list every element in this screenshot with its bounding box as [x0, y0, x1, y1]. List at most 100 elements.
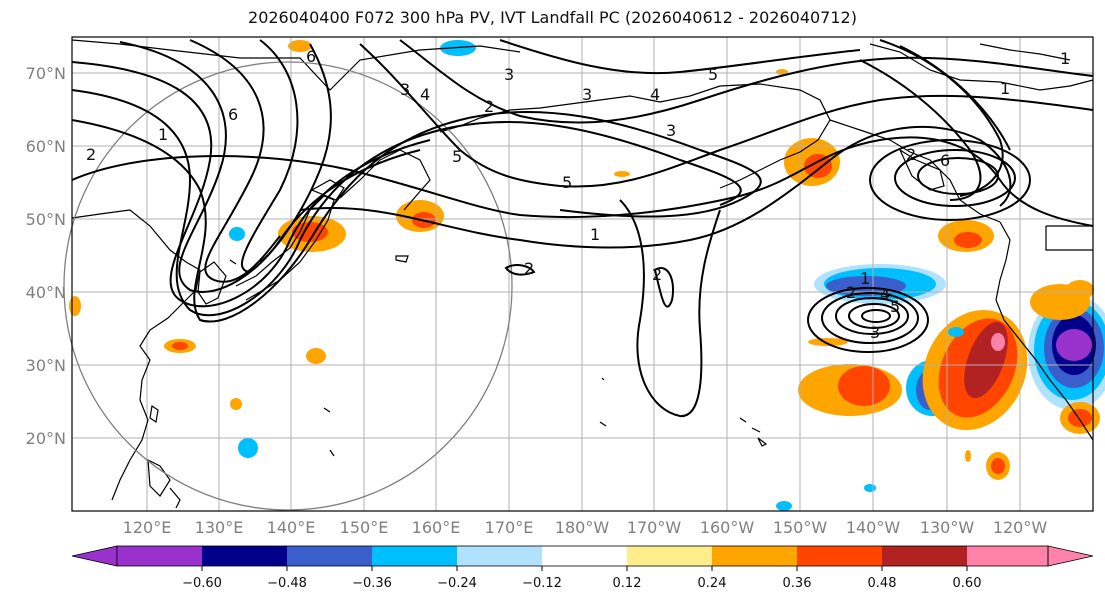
- contour-label: 3: [400, 80, 410, 99]
- colorbar-tick-label: −0.60: [182, 576, 222, 591]
- contour-label: 2: [86, 145, 96, 164]
- pv-contours: [71, 39, 1094, 418]
- lon-label: 120°E: [123, 518, 172, 537]
- lat-label: 50°N: [26, 210, 66, 229]
- contour-label: 4: [880, 285, 890, 304]
- contour-label: 5: [708, 65, 718, 84]
- ivt-blob: [776, 501, 792, 511]
- colorbar-segment: [882, 546, 967, 566]
- ivt-blob: [229, 227, 245, 241]
- contour-label: 1: [860, 269, 870, 288]
- graticule: [72, 37, 1093, 511]
- ivt-blob: [1068, 409, 1092, 427]
- ivt-blob: [838, 366, 890, 406]
- contour-label: 4: [420, 85, 430, 104]
- contour-label: 2: [906, 145, 916, 164]
- ivt-blob: [306, 348, 326, 364]
- colorbar-extend-min: [71, 545, 118, 567]
- colorbar-segment: [967, 546, 1048, 566]
- lon-label: 150°E: [340, 518, 389, 537]
- lon-label: 130°W: [920, 518, 975, 537]
- colorbar-segment: [372, 546, 457, 566]
- ivt-blob: [288, 40, 312, 52]
- ivt-blob: [991, 458, 1005, 474]
- ivt-blob: [230, 398, 242, 410]
- colorbar-segment: [202, 546, 287, 566]
- lon-label: 160°W: [700, 518, 755, 537]
- ivt-blob: [1066, 280, 1094, 300]
- colorbar-tick-label: 0.36: [783, 576, 812, 591]
- colorbar-ticks: [201, 566, 968, 571]
- lat-label: 20°N: [26, 429, 66, 448]
- contour-label-group: 6 1 2 3 4 5 6 2 3 4 3 5 1 2 2 1 5 6 1 2 …: [86, 47, 1070, 342]
- lat-label: 60°N: [26, 137, 66, 156]
- ivt-blob: [864, 484, 876, 492]
- contour-label: 1: [590, 225, 600, 244]
- contour-label: 6: [306, 47, 316, 66]
- contour-label: 3: [666, 121, 676, 140]
- lon-label: 130°E: [195, 518, 244, 537]
- contour-label: 2: [652, 265, 662, 284]
- colorbar: −0.60 −0.48 −0.36 −0.24 −0.12 0.12 0.24 …: [71, 545, 1094, 591]
- colorbar-segment: [542, 546, 627, 566]
- colorbar-tick-label: 0.60: [953, 576, 982, 591]
- colorbar-tick-label: 0.48: [868, 576, 897, 591]
- ivt-blob: [69, 296, 81, 316]
- colorbar-segment: [457, 546, 542, 566]
- ivt-blob: [238, 438, 258, 458]
- colorbar-tick-label: −0.36: [352, 576, 392, 591]
- ivt-blob: [804, 154, 832, 178]
- colorbar-segment: [797, 546, 882, 566]
- contour-label: 4: [650, 85, 660, 104]
- contour-label: 5: [890, 297, 900, 316]
- colorbar-segment: [712, 546, 797, 566]
- contour-label: 1: [1060, 49, 1070, 68]
- lat-label: 40°N: [26, 283, 66, 302]
- map-title: 2026040400 F072 300 hPa PV, IVT Landfall…: [248, 8, 857, 27]
- lon-labels: 120°E 130°E 140°E 150°E 160°E 170°E 180°…: [123, 518, 1048, 537]
- colorbar-tick-label: −0.24: [437, 576, 477, 591]
- lat-label: 30°N: [26, 356, 66, 375]
- colorbar-segment: [627, 546, 712, 566]
- map-frame: [71, 36, 1094, 512]
- lat-labels: 70°N 60°N 50°N 40°N 30°N 20°N: [26, 64, 66, 448]
- lon-label: 170°W: [627, 518, 682, 537]
- colorbar-tick-label: 0.12: [613, 576, 642, 591]
- contour-label: 2: [846, 283, 856, 302]
- lon-label: 150°W: [773, 518, 828, 537]
- ivt-blob: [614, 171, 630, 177]
- lon-label: 180°W: [555, 518, 610, 537]
- contour-label: 1: [1000, 79, 1010, 98]
- colorbar-segment: [117, 546, 202, 566]
- lon-label: 170°E: [485, 518, 534, 537]
- contour-label: 6: [940, 151, 950, 170]
- colorbar-extend-max: [1047, 545, 1094, 567]
- colorbar-outline: [116, 545, 1049, 567]
- region-circle: [63, 61, 513, 511]
- ivt-shading: [69, 40, 1105, 511]
- contour-label: 5: [562, 173, 572, 192]
- contour-label: 3: [582, 85, 592, 104]
- ivt-blob: [991, 333, 1005, 351]
- colorbar-tick-label: −0.12: [522, 576, 562, 591]
- colorbar-tick-label: −0.48: [267, 576, 307, 591]
- contour-label: 1: [158, 125, 168, 144]
- contour-label: 3: [870, 323, 880, 342]
- colorbar-segment: [287, 546, 372, 566]
- contour-label: 5: [452, 147, 462, 166]
- contour-label: 6: [228, 105, 238, 124]
- contour-label: 3: [504, 65, 514, 84]
- ivt-blob: [172, 342, 188, 350]
- contour-label: 2: [524, 259, 534, 278]
- lat-label: 70°N: [26, 64, 66, 83]
- colorbar-tick-label: 0.24: [698, 576, 727, 591]
- ivt-blob: [954, 232, 982, 248]
- ivt-blob: [965, 450, 971, 462]
- ivt-blob: [1056, 329, 1092, 361]
- lon-label: 160°E: [412, 518, 461, 537]
- lon-label: 120°W: [993, 518, 1048, 537]
- lon-label: 140°E: [267, 518, 316, 537]
- ivt-blob: [948, 327, 964, 337]
- contour-label: 2: [484, 97, 494, 116]
- ivt-blob: [808, 338, 848, 346]
